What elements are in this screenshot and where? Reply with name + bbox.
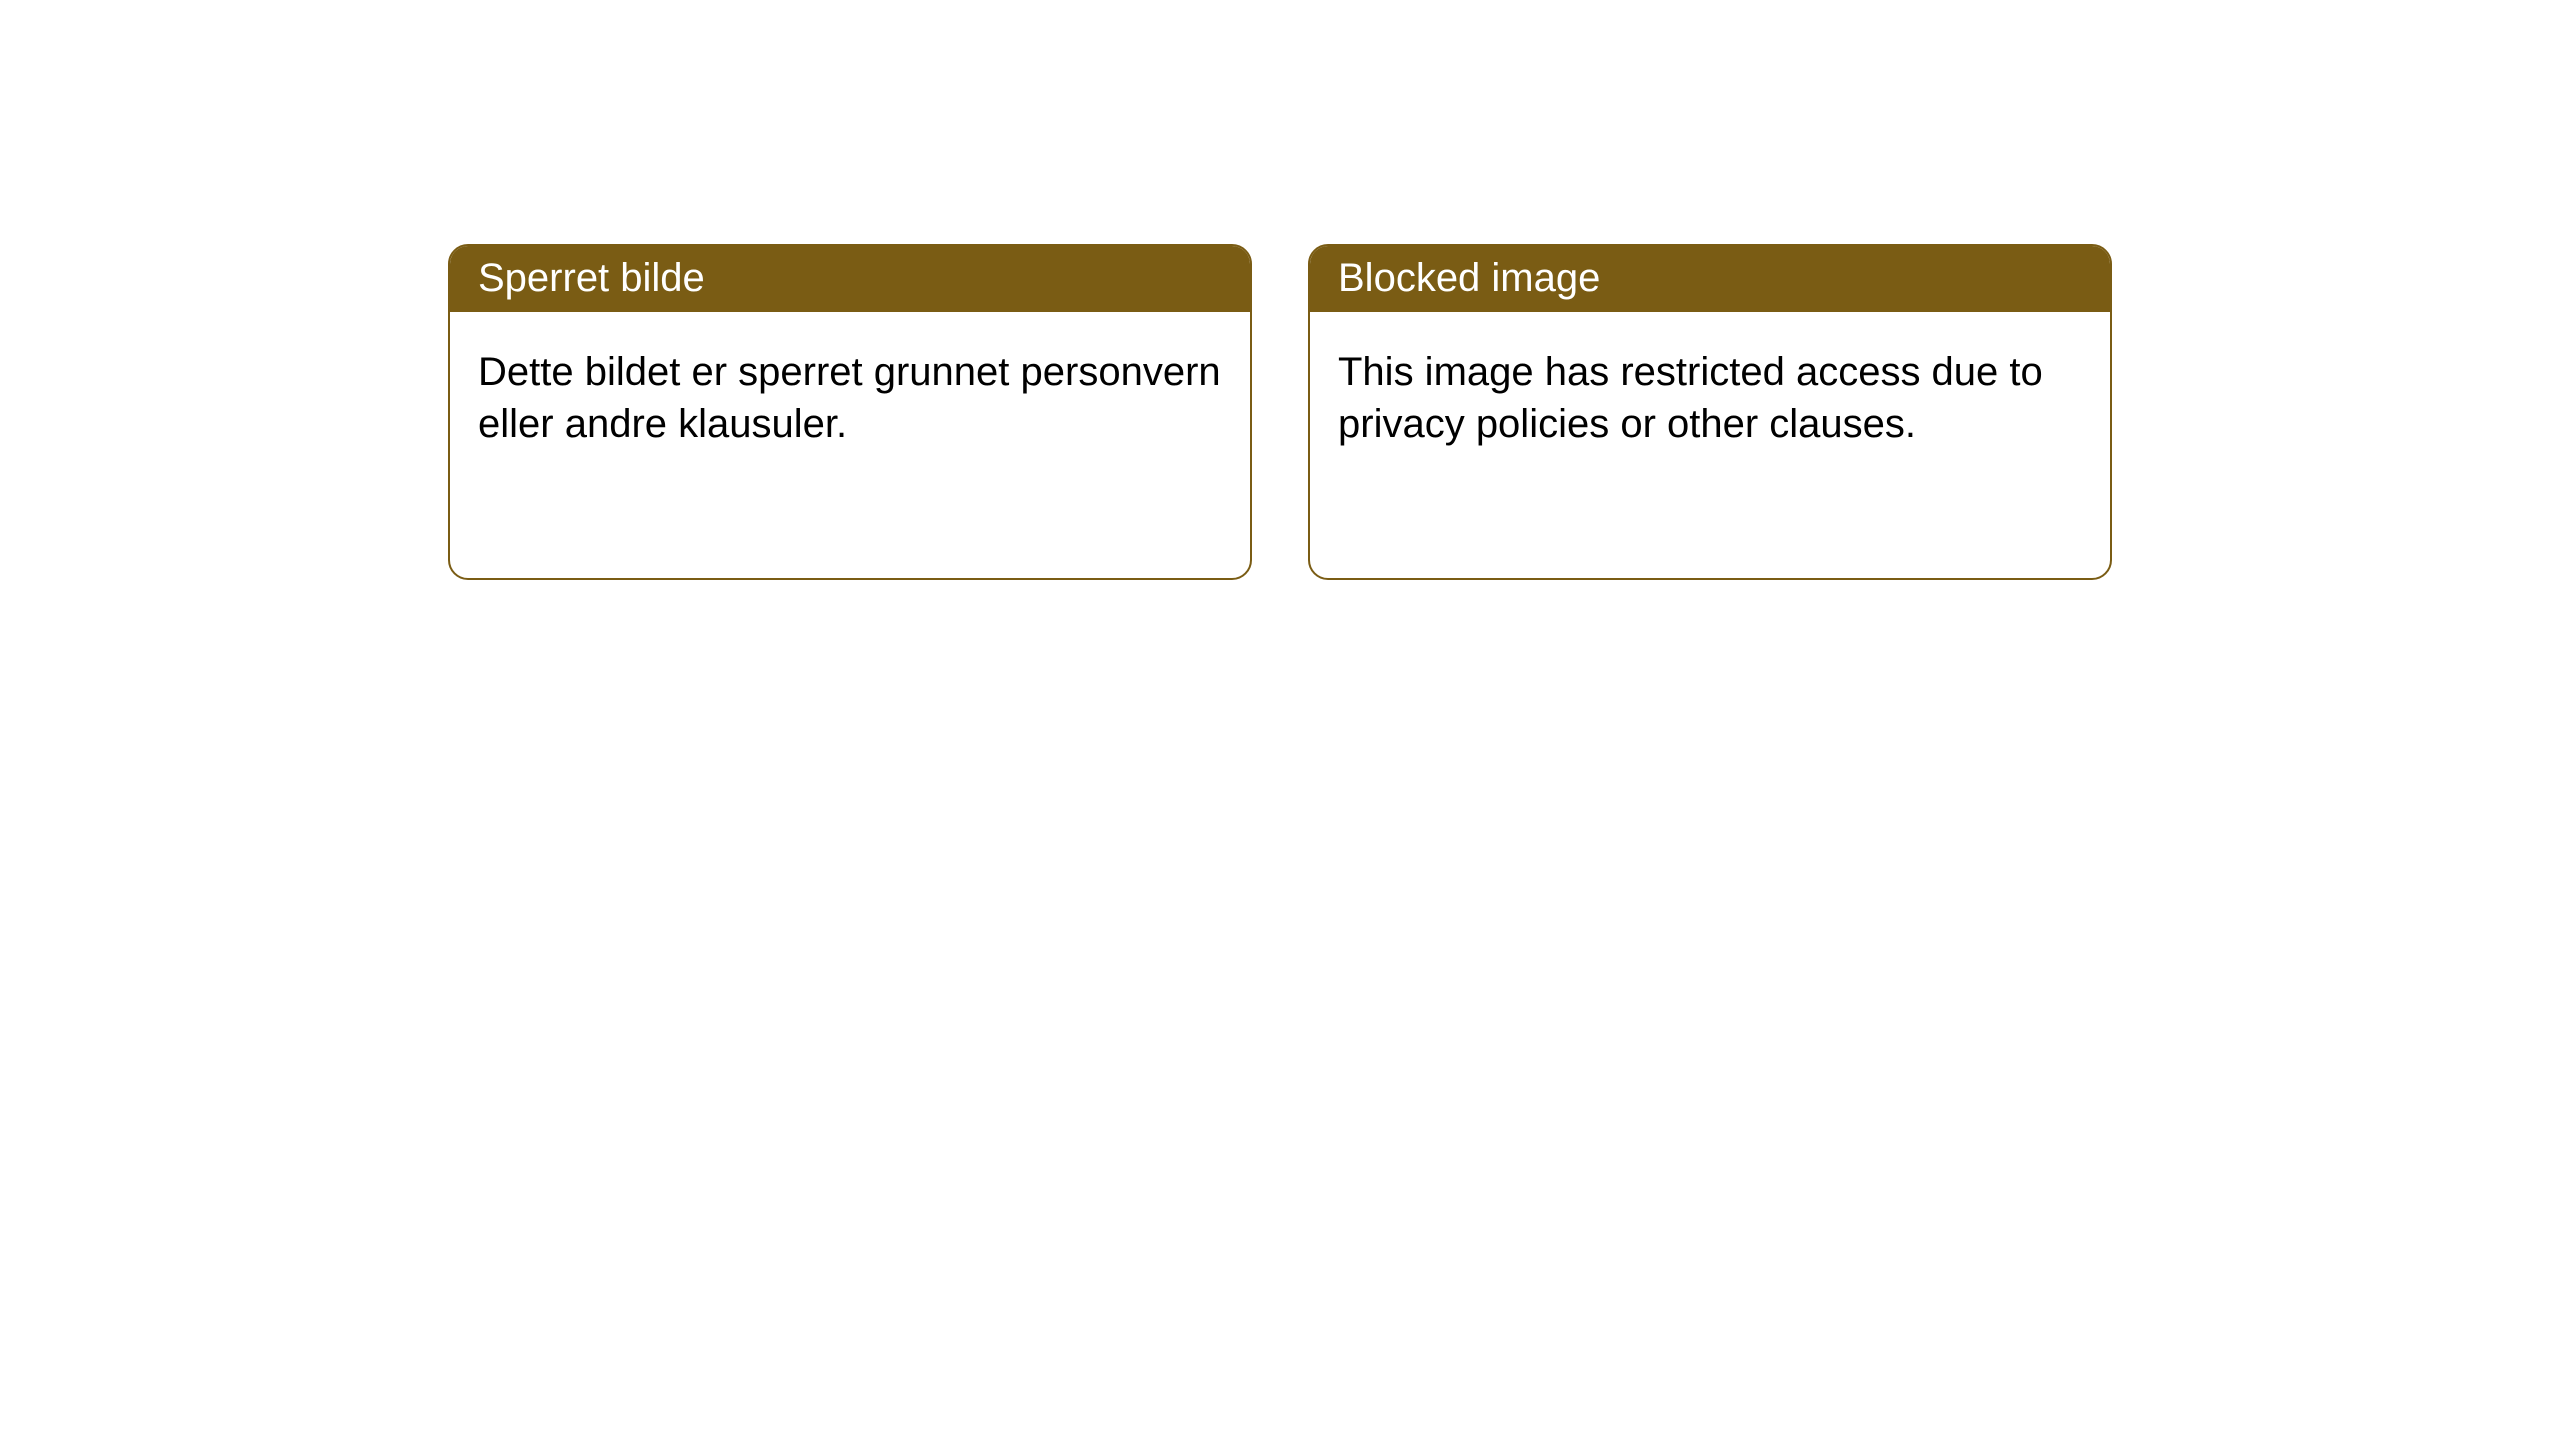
blocked-image-card-en: Blocked image This image has restricted …	[1308, 244, 2112, 580]
card-title-no: Sperret bilde	[450, 246, 1250, 312]
blocked-image-card-no: Sperret bilde Dette bildet er sperret gr…	[448, 244, 1252, 580]
card-body-en: This image has restricted access due to …	[1310, 312, 2110, 484]
card-title-en: Blocked image	[1310, 246, 2110, 312]
card-body-no: Dette bildet er sperret grunnet personve…	[450, 312, 1250, 484]
notice-container: Sperret bilde Dette bildet er sperret gr…	[0, 0, 2560, 580]
